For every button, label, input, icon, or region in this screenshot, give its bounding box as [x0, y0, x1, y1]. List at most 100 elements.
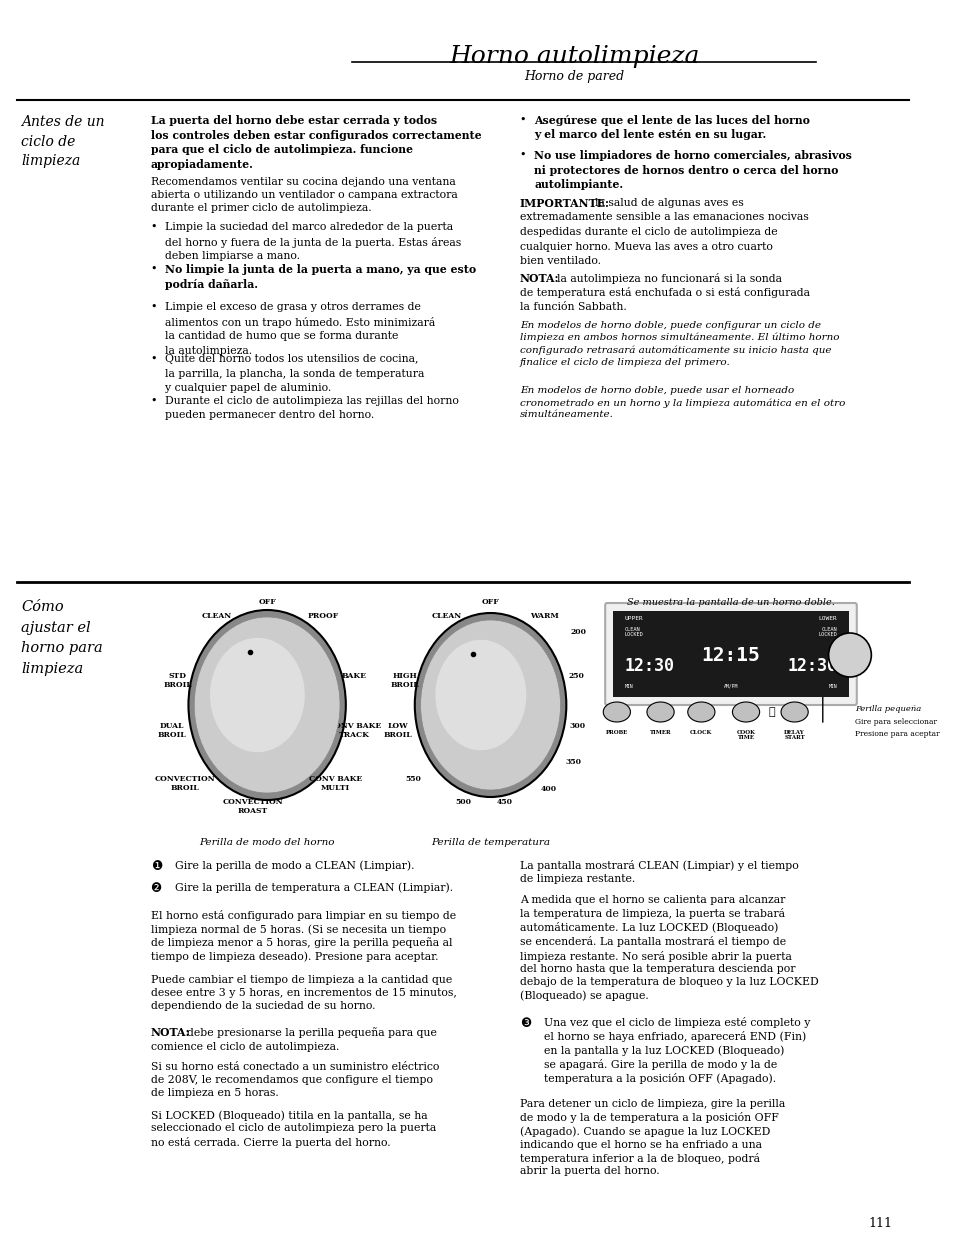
Text: CLEAN
LOCKED: CLEAN LOCKED: [624, 627, 642, 637]
Text: DUAL
BROIL: DUAL BROIL: [157, 722, 186, 740]
Text: Antes de un
ciclo de
limpieza: Antes de un ciclo de limpieza: [21, 115, 105, 168]
Text: CLEAN: CLEAN: [201, 613, 232, 620]
Text: Perilla de modo del horno: Perilla de modo del horno: [199, 839, 335, 847]
Text: Limpie el exceso de grasa y otros derrames de: Limpie el exceso de grasa y otros derram…: [165, 303, 420, 312]
Text: Puede cambiar el tiempo de limpieza a la cantidad que
desee entre 3 y 5 horas, e: Puede cambiar el tiempo de limpieza a la…: [151, 974, 456, 1010]
Text: 450: 450: [497, 798, 513, 806]
Text: •: •: [151, 264, 157, 274]
Circle shape: [828, 634, 870, 677]
Text: Perilla de temperatura: Perilla de temperatura: [431, 839, 550, 847]
Text: y cualquier papel de aluminio.: y cualquier papel de aluminio.: [165, 383, 331, 393]
Ellipse shape: [435, 640, 526, 750]
Text: 300: 300: [569, 722, 585, 730]
Ellipse shape: [732, 701, 759, 722]
Ellipse shape: [602, 701, 630, 722]
Text: Perilla pequeña: Perilla pequeña: [854, 705, 921, 713]
Text: STD
BROIL: STD BROIL: [163, 672, 192, 689]
Text: •: •: [519, 149, 526, 161]
Text: extremadamente sensible a las emanaciones nocivas: extremadamente sensible a las emanacione…: [519, 212, 807, 222]
Ellipse shape: [781, 701, 807, 722]
Text: 250: 250: [568, 672, 583, 680]
Text: 12:30: 12:30: [624, 657, 674, 676]
Text: A medida que el horno se calienta para alcanzar
la temperatura de limpieza, la p: A medida que el horno se calienta para a…: [519, 895, 818, 1000]
Text: LOW
BROIL: LOW BROIL: [383, 722, 412, 740]
Text: CLOCK: CLOCK: [690, 730, 712, 735]
Text: despedidas durante el ciclo de autolimpieza de: despedidas durante el ciclo de autolimpi…: [519, 227, 777, 237]
Text: CLEAN
LOCKED: CLEAN LOCKED: [818, 627, 837, 637]
Text: cualquier horno. Mueva las aves a otro cuarto: cualquier horno. Mueva las aves a otro c…: [519, 242, 772, 252]
Text: 12:15: 12:15: [700, 646, 760, 664]
Ellipse shape: [194, 618, 339, 793]
Text: En modelos de horno doble, puede usar el horneado
cronometrado en un horno y la : En modelos de horno doble, puede usar el…: [519, 387, 844, 420]
Text: Gire la perilla de temperatura a CLEAN (Limpiar).: Gire la perilla de temperatura a CLEAN (…: [174, 882, 453, 893]
Text: 200: 200: [569, 629, 585, 636]
Text: comience el ciclo de autolimpieza.: comience el ciclo de autolimpieza.: [151, 1041, 338, 1051]
Text: Cómo
ajustar el
horno para
limpieza: Cómo ajustar el horno para limpieza: [21, 600, 103, 676]
Text: Limpie la suciedad del marco alrededor de la puerta: Limpie la suciedad del marco alrededor d…: [165, 222, 453, 232]
Text: BAKE: BAKE: [342, 672, 367, 680]
Text: Presione para aceptar: Presione para aceptar: [854, 730, 939, 739]
Text: •: •: [519, 115, 526, 125]
Text: •: •: [151, 354, 157, 364]
Text: PROBE: PROBE: [605, 730, 627, 735]
Ellipse shape: [210, 637, 304, 752]
Text: Para detener un ciclo de limpieza, gire la perilla
de modo y la de temperatura a: Para detener un ciclo de limpieza, gire …: [519, 1099, 784, 1177]
Text: del horno y fuera de la junta de la puerta. Estas áreas: del horno y fuera de la junta de la puer…: [165, 236, 461, 247]
Text: HIGH
BROIL: HIGH BROIL: [391, 672, 419, 689]
Ellipse shape: [646, 701, 674, 722]
Text: 12:30: 12:30: [786, 657, 837, 676]
Ellipse shape: [415, 613, 566, 797]
Text: CONV BAKE
MULTI: CONV BAKE MULTI: [308, 776, 361, 792]
Text: Recomendamos ventilar su cocina dejando una ventana
abierta o utilizando un vent: Recomendamos ventilar su cocina dejando …: [151, 177, 456, 214]
Text: pueden permanecer dentro del horno.: pueden permanecer dentro del horno.: [165, 410, 374, 420]
Text: ni protectores de hornos dentro o cerca del horno: ni protectores de hornos dentro o cerca …: [534, 164, 838, 175]
Text: la autolimpieza.: la autolimpieza.: [165, 346, 252, 356]
Text: •: •: [151, 222, 157, 232]
Text: Gire la perilla de modo a CLEAN (Limpiar).: Gire la perilla de modo a CLEAN (Limpiar…: [174, 860, 414, 871]
Text: MIN: MIN: [828, 684, 837, 689]
Text: ❶: ❶: [151, 860, 162, 873]
Text: bien ventilado.: bien ventilado.: [519, 256, 600, 266]
Text: debe presionarse la perilla pequeña para que: debe presionarse la perilla pequeña para…: [187, 1028, 436, 1037]
Bar: [613, 611, 848, 697]
Text: la parrilla, la plancha, la sonda de temperatura: la parrilla, la plancha, la sonda de tem…: [165, 368, 424, 378]
Text: MIN: MIN: [624, 684, 633, 689]
Text: 500: 500: [455, 798, 471, 806]
Text: la salud de algunas aves es: la salud de algunas aves es: [595, 198, 743, 207]
Text: AM/PM: AM/PM: [723, 684, 738, 689]
Text: Quite del horno todos los utensilios de cocina,: Quite del horno todos los utensilios de …: [165, 354, 418, 364]
Text: •: •: [151, 396, 157, 406]
Text: OFF: OFF: [481, 598, 499, 606]
Text: TIMER: TIMER: [649, 730, 671, 735]
Text: NOTA:: NOTA:: [151, 1028, 190, 1037]
Text: la autolimpieza no funcionará si la sonda: la autolimpieza no funcionará si la sond…: [556, 273, 781, 284]
Text: Durante el ciclo de autolimpieza las rejillas del horno: Durante el ciclo de autolimpieza las rej…: [165, 396, 458, 406]
Text: podría dañarla.: podría dañarla.: [165, 279, 258, 289]
Text: Asegúrese que el lente de las luces del horno: Asegúrese que el lente de las luces del …: [534, 115, 809, 126]
Text: y el marco del lente estén en su lugar.: y el marco del lente estén en su lugar.: [534, 130, 765, 141]
Text: ❸: ❸: [519, 1016, 531, 1030]
Text: No limpie la junta de la puerta a mano, ya que esto: No limpie la junta de la puerta a mano, …: [165, 264, 476, 275]
Text: CLEAN: CLEAN: [432, 613, 461, 620]
Text: CONVECTION
BROIL: CONVECTION BROIL: [154, 776, 214, 792]
Text: Gire para seleccionar: Gire para seleccionar: [854, 718, 936, 726]
Text: Horno de pared: Horno de pared: [524, 70, 624, 83]
Ellipse shape: [189, 610, 345, 800]
Text: LOWER: LOWER: [818, 616, 837, 621]
Text: 350: 350: [564, 758, 580, 766]
Text: COOK
TIME: COOK TIME: [736, 730, 755, 741]
Text: Horno autolimpieza: Horno autolimpieza: [449, 44, 699, 68]
Text: IMPORTANTE:: IMPORTANTE:: [519, 198, 609, 209]
Text: No use limpiadores de horno comerciales, abrasivos: No use limpiadores de horno comerciales,…: [534, 149, 851, 161]
Text: deben limpiarse a mano.: deben limpiarse a mano.: [165, 251, 300, 261]
Text: Se muestra la pantalla de un horno doble.: Se muestra la pantalla de un horno doble…: [626, 598, 834, 606]
Text: UPPER: UPPER: [624, 616, 642, 621]
Text: ❷: ❷: [151, 882, 162, 895]
Text: 550: 550: [404, 776, 420, 783]
Text: 111: 111: [868, 1216, 892, 1230]
Text: PROOF: PROOF: [308, 613, 338, 620]
Text: 🔒: 🔒: [768, 706, 775, 718]
Text: de temperatura está enchufada o si está configurada: de temperatura está enchufada o si está …: [519, 288, 809, 299]
Text: Si LOCKED (Bloqueado) titila en la pantalla, se ha
seleccionado el ciclo de auto: Si LOCKED (Bloqueado) titila en la panta…: [151, 1110, 436, 1147]
Text: la cantidad de humo que se forma durante: la cantidad de humo que se forma durante: [165, 331, 398, 341]
